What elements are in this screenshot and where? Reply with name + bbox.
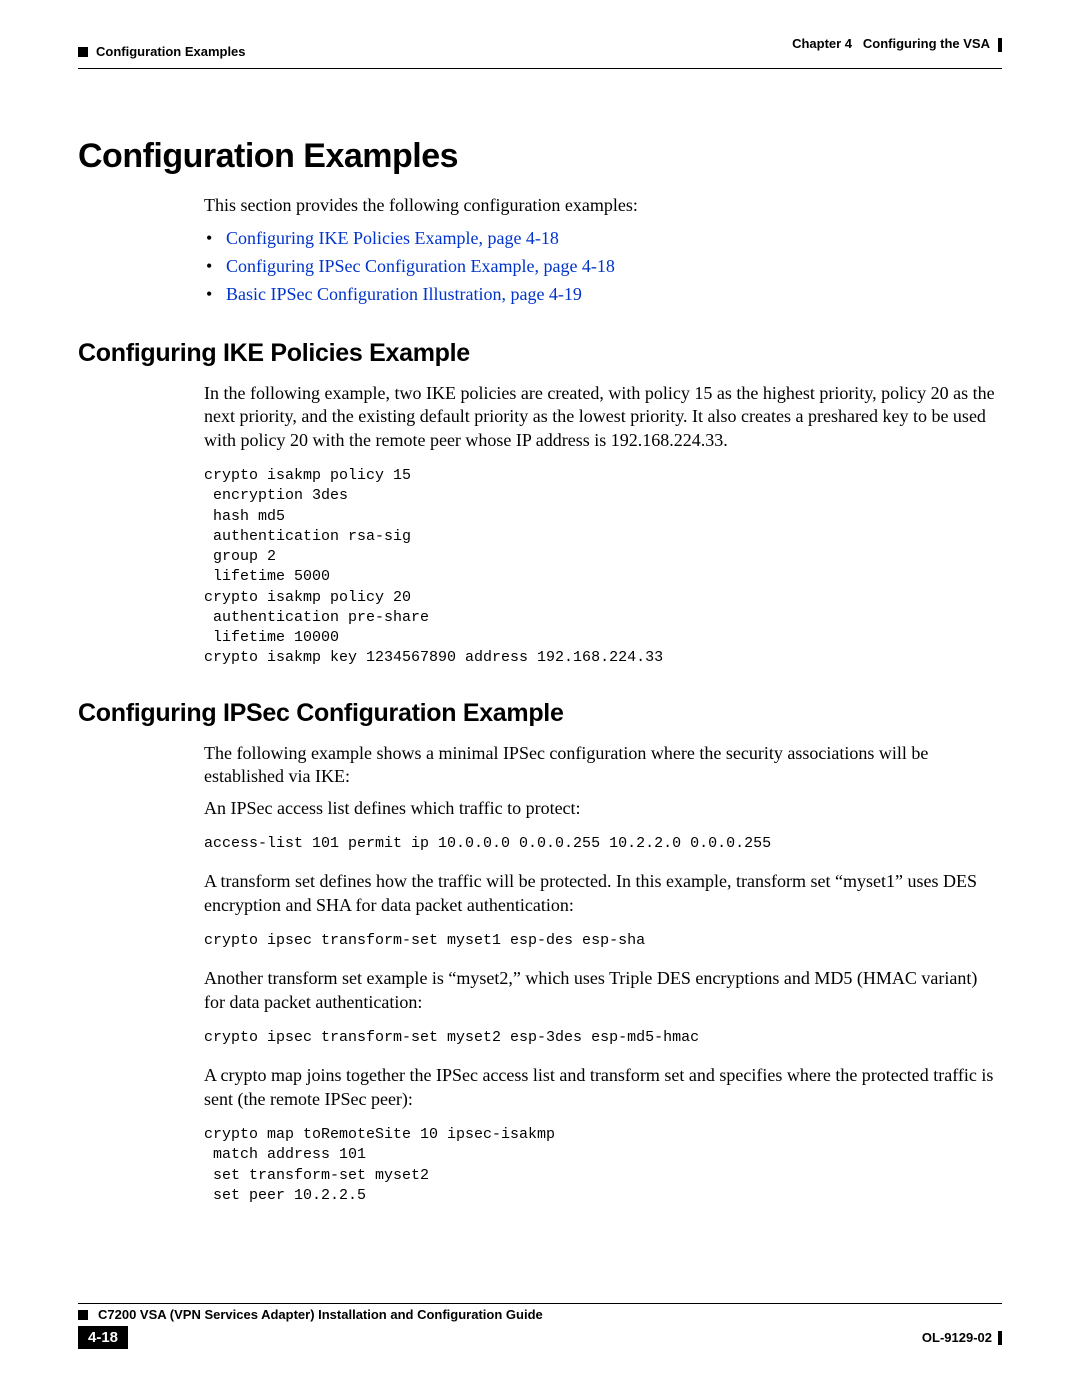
ipsec-p4: Another transform set example is “myset2… <box>204 967 1002 1014</box>
page-title: Configuration Examples <box>78 137 1002 176</box>
list-item: Configuring IPSec Configuration Example,… <box>204 253 1002 281</box>
ipsec-p2: An IPSec access list defines which traff… <box>204 797 1002 820</box>
body-column: This section provides the following conf… <box>204 194 1002 309</box>
ike-code-block: crypto isakmp policy 15 encryption 3des … <box>204 466 1002 669</box>
ipsec-p1: The following example shows a minimal IP… <box>204 742 1002 789</box>
runhead-title: Configuring the VSA <box>863 36 990 51</box>
footer-rule <box>78 1303 1002 1304</box>
list-item: Configuring IKE Policies Example, page 4… <box>204 225 1002 253</box>
header-rule <box>78 68 1002 69</box>
runhead-left-text: Configuration Examples <box>96 44 246 59</box>
xref-link[interactable]: Configuring IPSec Configuration Example,… <box>226 256 615 276</box>
page-number: 4-18 <box>78 1326 128 1349</box>
ipsec-p3: A transform set defines how the traffic … <box>204 870 1002 917</box>
ipsec-code2: crypto ipsec transform-set myset1 esp-de… <box>204 931 1002 951</box>
square-bullet-icon <box>78 1310 88 1320</box>
square-bullet-icon <box>78 47 88 57</box>
ike-paragraph: In the following example, two IKE polici… <box>204 382 1002 452</box>
section-body-ike: In the following example, two IKE polici… <box>204 382 1002 669</box>
ipsec-code4: crypto map toRemoteSite 10 ipsec-isakmp … <box>204 1125 1002 1206</box>
running-header: Configuration Examples Chapter 4 Configu… <box>78 36 1002 66</box>
ipsec-code1: access-list 101 permit ip 10.0.0.0 0.0.0… <box>204 834 1002 854</box>
runhead-right: Chapter 4 Configuring the VSA <box>792 36 1002 52</box>
xref-list: Configuring IKE Policies Example, page 4… <box>204 225 1002 309</box>
page: Configuration Examples Chapter 4 Configu… <box>0 0 1080 1397</box>
page-footer: C7200 VSA (VPN Services Adapter) Install… <box>78 1303 1002 1349</box>
crop-mark-icon <box>998 1331 1002 1345</box>
ipsec-code3: crypto ipsec transform-set myset2 esp-3d… <box>204 1028 1002 1048</box>
xref-link[interactable]: Basic IPSec Configuration Illustration, … <box>226 284 582 304</box>
xref-link[interactable]: Configuring IKE Policies Example, page 4… <box>226 228 559 248</box>
footer-guide-row: C7200 VSA (VPN Services Adapter) Install… <box>78 1307 1002 1322</box>
section-heading-ike: Configuring IKE Policies Example <box>78 339 1002 368</box>
crop-mark-icon <box>998 38 1002 52</box>
section-body-ipsec: The following example shows a minimal IP… <box>204 742 1002 1206</box>
footer-guide-title: C7200 VSA (VPN Services Adapter) Install… <box>98 1307 543 1322</box>
runhead-chapter: Chapter 4 <box>792 36 852 51</box>
intro-paragraph: This section provides the following conf… <box>204 194 1002 217</box>
ipsec-p5: A crypto map joins together the IPSec ac… <box>204 1064 1002 1111</box>
doc-id: OL-9129-02 <box>922 1330 992 1345</box>
footer-bottom-row: 4-18 OL-9129-02 <box>78 1326 1002 1349</box>
section-heading-ipsec: Configuring IPSec Configuration Example <box>78 699 1002 728</box>
runhead-left: Configuration Examples <box>78 44 246 59</box>
list-item: Basic IPSec Configuration Illustration, … <box>204 281 1002 309</box>
footer-docid-wrap: OL-9129-02 <box>922 1329 1002 1347</box>
